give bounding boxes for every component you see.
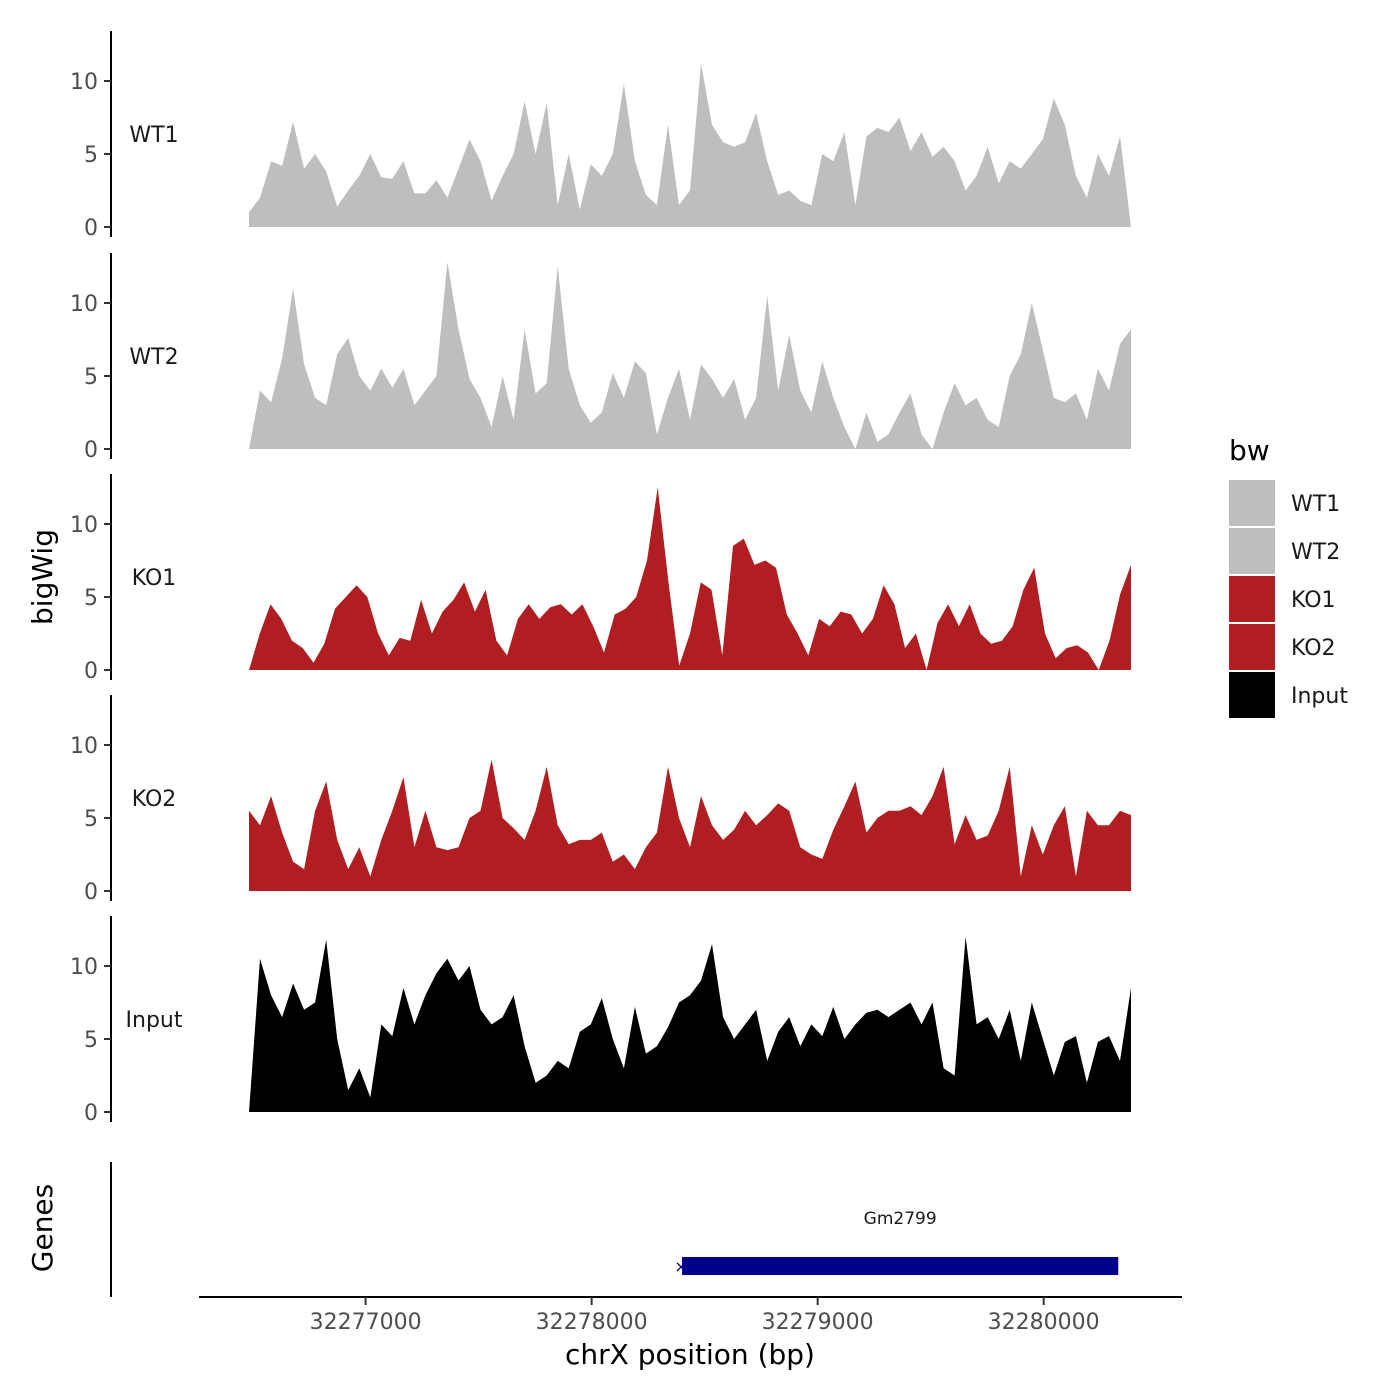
y-tick-label: 5 [84, 143, 98, 168]
legend-label: Input [1291, 684, 1348, 709]
y-tick-label: 0 [84, 438, 98, 463]
y-tick-label: 10 [70, 955, 98, 980]
track-ko1: 0 5 10 KO1 [70, 474, 1131, 684]
coverage-area-ko1 [249, 487, 1131, 670]
x-tick-label: 32277000 [310, 1310, 422, 1335]
coverage-area-wt1 [249, 63, 1131, 227]
track-wt1: 0 5 10 WT1 [70, 31, 1131, 241]
y-tick-label: 0 [84, 880, 98, 905]
y-tick-label: 5 [84, 586, 98, 611]
y-tick-label: 5 [84, 807, 98, 832]
x-tick-label: 32278000 [536, 1310, 648, 1335]
legend-swatch-ko2 [1229, 624, 1275, 670]
legend-label: KO2 [1291, 636, 1336, 661]
legend-swatch-ko1 [1229, 576, 1275, 622]
y-tick-label: 10 [70, 513, 98, 538]
genes-axis-title: Genes [26, 1184, 59, 1272]
track-wt2: 0 5 10 WT2 [70, 253, 1131, 463]
coverage-area-wt2 [249, 262, 1131, 449]
track-label: WT2 [129, 345, 178, 370]
y-tick-label: 0 [84, 1101, 98, 1126]
y-tick-label: 0 [84, 216, 98, 241]
track-label: KO2 [132, 787, 177, 812]
legend-label: WT2 [1291, 540, 1340, 565]
y-tick-label: 0 [84, 659, 98, 684]
track-label: WT1 [129, 123, 178, 148]
y-tick-label: 5 [84, 1028, 98, 1053]
coverage-tracks: 0 5 10 WT1 0 5 10 WT2 0 5 10 KO1 0 5 10 KO2 0 5 10 Input [70, 31, 1131, 1126]
legend-swatch-wt1 [1229, 480, 1275, 526]
x-axis: 32277000 32278000 32279000 32280000 [199, 1296, 1182, 1335]
y-tick-label: 10 [70, 734, 98, 759]
legend-title: bw [1229, 434, 1270, 467]
y-tick-label: 5 [84, 365, 98, 390]
track-label: KO1 [132, 566, 177, 591]
y-axis-title: bigWig [26, 529, 59, 625]
gene-bar [682, 1257, 1119, 1275]
x-tick-label: 32280000 [988, 1310, 1100, 1335]
legend-label: KO1 [1291, 588, 1336, 613]
track-input: 0 5 10 Input [70, 916, 1131, 1126]
track-label: Input [126, 1008, 183, 1033]
y-tick-label: 10 [70, 70, 98, 95]
track-ko2: 0 5 10 KO2 [70, 695, 1131, 905]
gene-label: Gm2799 [864, 1209, 937, 1229]
coverage-area-ko2 [249, 759, 1131, 891]
legend-swatch-wt2 [1229, 528, 1275, 574]
legend: bw WT1 WT2 KO1 KO2 Input [1229, 434, 1348, 718]
y-tick-label: 10 [70, 292, 98, 317]
legend-label: WT1 [1291, 492, 1340, 517]
gene-panel: Genes Gm2799 × [26, 1162, 1119, 1297]
gene-strand-marker-icon: × [674, 1257, 687, 1276]
x-tick-label: 32279000 [762, 1310, 874, 1335]
x-axis-title: chrX position (bp) [565, 1338, 815, 1371]
coverage-area-input [249, 936, 1131, 1112]
legend-swatch-input [1229, 672, 1275, 718]
